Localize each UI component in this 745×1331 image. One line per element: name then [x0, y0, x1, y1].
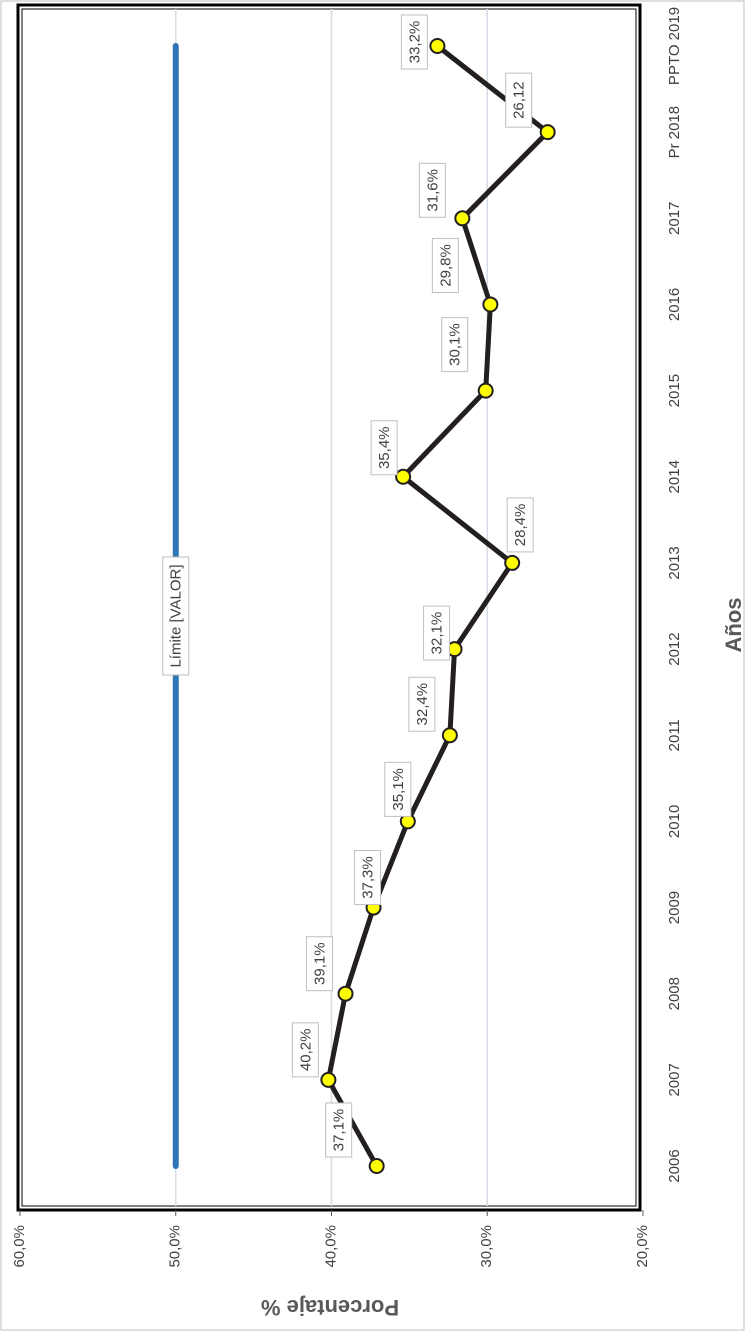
label-text: 37,1% [331, 1109, 348, 1152]
x-tick-label: 2008 [666, 977, 683, 1010]
label-text: 30,1% [447, 323, 464, 366]
label-box [505, 72, 533, 128]
label-box [418, 162, 446, 218]
data-point [482, 296, 499, 313]
x-tick-label: 2012 [666, 632, 683, 665]
data-label: Límite [VALOR] [162, 556, 190, 676]
label-text: 26,12 [511, 81, 528, 119]
label-text: 32,1% [429, 612, 446, 655]
series-line [325, 43, 551, 1169]
y-tick-label: 40,0% [322, 1225, 339, 1268]
data-point [477, 382, 494, 399]
y-tick-label: 30,0% [478, 1225, 495, 1268]
label-box [162, 556, 190, 676]
data-label: 33,2% [400, 14, 428, 70]
data-point [337, 985, 354, 1002]
x-tick-label: 2014 [666, 460, 683, 493]
x-tick-label: 2011 [666, 719, 683, 751]
data-label: 30,1% [441, 317, 469, 373]
x-tick-label: 2010 [666, 805, 683, 838]
x-tick-label: 2009 [666, 891, 683, 924]
label-text: 32,4% [414, 683, 431, 726]
label-box [431, 237, 459, 293]
data-label: 39,1% [306, 936, 334, 992]
label-box [400, 14, 428, 70]
x-tick-label: 2013 [666, 546, 683, 579]
label-text: 40,2% [297, 1029, 314, 1072]
label-box [291, 1022, 319, 1078]
data-label: 26,12 [505, 72, 533, 128]
plot-frame-inner [21, 8, 637, 1207]
label-box [306, 936, 334, 992]
data-point [429, 38, 446, 54]
label-text: 31,6% [424, 169, 441, 212]
y-tick-label: 20,0% [634, 1225, 651, 1268]
y-tick-label: 50,0% [167, 1225, 184, 1268]
label-box [408, 676, 436, 732]
label-box [506, 497, 534, 553]
data-label: 32,1% [423, 605, 451, 661]
data-point [368, 1158, 385, 1174]
data-point [454, 210, 471, 227]
data-label: 32,4% [408, 676, 436, 732]
x-tick-label: 2015 [666, 374, 683, 407]
x-axis-title: Años [721, 598, 745, 653]
data-point [320, 1071, 337, 1088]
label-box [441, 317, 469, 373]
x-tick-label: 2017 [666, 202, 683, 235]
y-axis-title: Porcentaje % [261, 1295, 399, 1320]
data-label: 37,1% [325, 1102, 353, 1158]
label-text: 35,4% [376, 426, 393, 469]
label-box [423, 605, 451, 661]
x-tick-label: 2007 [666, 1063, 683, 1096]
label-box [325, 1102, 353, 1158]
x-tick-label: 2016 [666, 288, 683, 321]
data-label: 28,4% [506, 497, 534, 553]
label-text: 35,1% [390, 768, 407, 811]
x-tick-label: Pr 2018 [666, 106, 683, 159]
plot-frame [16, 3, 642, 1212]
x-tick-label: 2006 [666, 1149, 683, 1182]
label-text: 28,4% [512, 504, 529, 547]
label-box [384, 761, 412, 817]
data-label: 35,4% [370, 420, 398, 476]
data-label: 35,1% [384, 761, 412, 817]
x-tick-label: PPTO 2019 [666, 7, 683, 85]
data-point [441, 727, 458, 744]
data-label: 29,8% [431, 237, 459, 293]
data-point [395, 468, 412, 485]
data-point [539, 124, 556, 141]
data-point [504, 554, 521, 571]
data-label: 37,3% [354, 850, 382, 906]
data-label: 40,2% [291, 1022, 319, 1078]
label-text: 33,2% [406, 21, 423, 64]
y-tick-label: 60,0% [11, 1225, 28, 1268]
label-text: 29,8% [437, 244, 454, 287]
label-box [370, 420, 398, 476]
label-box [354, 850, 382, 906]
label-text: 37,3% [360, 856, 377, 899]
label-text: Límite [VALOR] [168, 564, 185, 667]
label-text: 39,1% [311, 942, 328, 985]
data-label: 31,6% [418, 162, 446, 218]
